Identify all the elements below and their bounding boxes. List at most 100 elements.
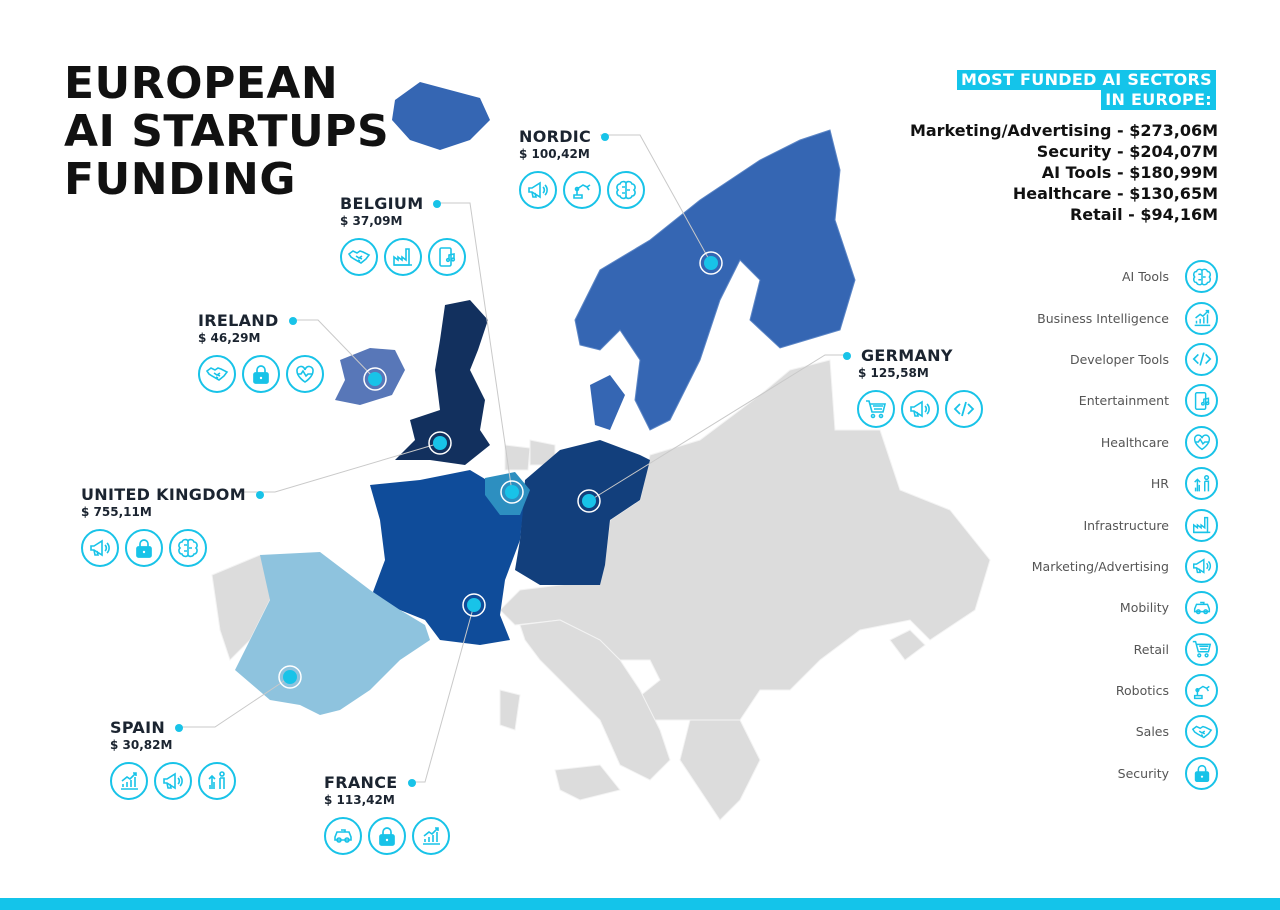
sector-icons bbox=[519, 171, 645, 209]
dot-icon bbox=[175, 723, 184, 732]
country-ireland: IRELAND $ 46,29M bbox=[198, 311, 324, 393]
country-france: FRANCE $ 113,42M bbox=[324, 773, 450, 855]
legend-item: HR bbox=[958, 463, 1218, 504]
handshake-icon bbox=[1185, 715, 1218, 749]
sector-icons bbox=[324, 817, 450, 855]
people-growth-icon bbox=[1185, 467, 1218, 501]
cart-icon bbox=[857, 390, 895, 428]
legend-label: Security bbox=[1117, 765, 1169, 781]
country-name: IRELAND bbox=[198, 311, 279, 330]
country-amount: $ 100,42M bbox=[519, 147, 590, 161]
legend-label: Robotics bbox=[1115, 683, 1169, 699]
country-name: BELGIUM bbox=[340, 194, 424, 213]
dot-icon bbox=[407, 778, 416, 787]
country-name: NORDIC bbox=[519, 127, 592, 146]
bar-chart-icon bbox=[110, 762, 148, 800]
legend-label: AI Tools bbox=[1121, 269, 1169, 285]
country-belgium: BELGIUM $ 37,09M bbox=[340, 194, 466, 276]
country-amount: $ 46,29M bbox=[198, 331, 261, 345]
legend-item: Infrastructure bbox=[958, 504, 1218, 545]
marker-spain bbox=[278, 665, 302, 689]
europe-map bbox=[180, 82, 991, 821]
marker-belgium bbox=[500, 480, 524, 504]
bar-chart-icon bbox=[1185, 301, 1218, 335]
dot-icon bbox=[433, 199, 442, 208]
sectors-list: Marketing/Advertising - $273,06M Securit… bbox=[910, 120, 1218, 225]
megaphone-icon bbox=[81, 529, 119, 567]
sector-legend: AI Tools Business Intelligence Developer T… bbox=[958, 256, 1218, 794]
car-icon bbox=[324, 817, 362, 855]
megaphone-icon bbox=[154, 762, 192, 800]
lock-icon bbox=[368, 817, 406, 855]
sector-icons bbox=[857, 390, 983, 428]
marker-nordic bbox=[699, 251, 723, 275]
sectors-heading: MOST FUNDED AI SECTORS IN EUROPE: bbox=[957, 70, 1216, 110]
denmark-shape bbox=[590, 375, 625, 430]
legend-item: Mobility bbox=[958, 587, 1218, 628]
marker-france bbox=[462, 593, 486, 617]
heart-pulse-icon bbox=[1185, 425, 1218, 459]
sector-item: Security - $204,07M bbox=[1036, 142, 1218, 161]
handshake-icon bbox=[340, 238, 378, 276]
country-nordic: NORDIC $ 100,42M bbox=[519, 127, 645, 209]
legend-label: Business Intelligence bbox=[1037, 310, 1169, 326]
sector-icons bbox=[198, 355, 324, 393]
megaphone-icon bbox=[519, 171, 557, 209]
code-icon bbox=[945, 390, 983, 428]
sector-icons bbox=[81, 529, 264, 567]
country-united-kingdom: UNITED KINGDOM $ 755,11M bbox=[81, 485, 264, 567]
megaphone-icon bbox=[901, 390, 939, 428]
country-amount: $ 125,58M bbox=[858, 366, 929, 380]
brain-icon bbox=[169, 529, 207, 567]
other-countries bbox=[211, 359, 991, 821]
factory-icon bbox=[1185, 508, 1218, 542]
brain-icon bbox=[607, 171, 645, 209]
location-markers bbox=[278, 251, 723, 689]
dot-icon bbox=[288, 316, 297, 325]
marker-uk bbox=[428, 431, 452, 455]
legend-label: Marketing/Advertising bbox=[1031, 558, 1169, 574]
iceland-shape bbox=[392, 82, 490, 150]
megaphone-icon bbox=[1185, 549, 1218, 583]
country-name: FRANCE bbox=[324, 773, 398, 792]
car-icon bbox=[1185, 591, 1218, 625]
dot-icon bbox=[601, 132, 610, 141]
sector-item: AI Tools - $180,99M bbox=[1041, 163, 1218, 182]
dot-icon bbox=[255, 490, 264, 499]
legend-label: Healthcare bbox=[1100, 434, 1169, 450]
robot-arm-icon bbox=[1185, 674, 1218, 708]
factory-icon bbox=[384, 238, 422, 276]
legend-item: Sales bbox=[958, 711, 1218, 752]
code-icon bbox=[1185, 342, 1218, 376]
country-name: UNITED KINGDOM bbox=[81, 485, 246, 504]
legend-label: Developer Tools bbox=[1069, 351, 1169, 367]
legend-item: Healthcare bbox=[958, 422, 1218, 463]
legend-item: Robotics bbox=[958, 670, 1218, 711]
brain-icon bbox=[1185, 260, 1218, 294]
legend-item: Developer Tools bbox=[958, 339, 1218, 380]
robot-arm-icon bbox=[563, 171, 601, 209]
dot-icon bbox=[843, 351, 851, 360]
sector-icons bbox=[340, 238, 466, 276]
cart-icon bbox=[1185, 632, 1218, 666]
phone-music-icon bbox=[1185, 384, 1218, 418]
sector-item: Retail - $94,16M bbox=[1069, 205, 1218, 224]
country-spain: SPAIN $ 30,82M bbox=[110, 718, 236, 800]
country-amount: $ 37,09M bbox=[340, 214, 403, 228]
uk-shape bbox=[395, 300, 490, 465]
heart-pulse-icon bbox=[286, 355, 324, 393]
nordic-shape bbox=[574, 129, 856, 431]
handshake-icon bbox=[198, 355, 236, 393]
country-germany: GERMANY $ 125,58M bbox=[843, 346, 983, 428]
legend-label: Mobility bbox=[1119, 600, 1169, 616]
bar-chart-icon bbox=[412, 817, 450, 855]
country-name: SPAIN bbox=[110, 718, 166, 737]
people-growth-icon bbox=[198, 762, 236, 800]
country-amount: $ 113,42M bbox=[324, 793, 395, 807]
country-name: GERMANY bbox=[861, 346, 953, 365]
sector-icons bbox=[110, 762, 236, 800]
sector-item: Healthcare - $130,65M bbox=[1012, 184, 1218, 203]
legend-label: Entertainment bbox=[1078, 393, 1169, 409]
legend-item: Marketing/Advertising bbox=[958, 546, 1218, 587]
bottom-accent-bar bbox=[0, 898, 1280, 910]
